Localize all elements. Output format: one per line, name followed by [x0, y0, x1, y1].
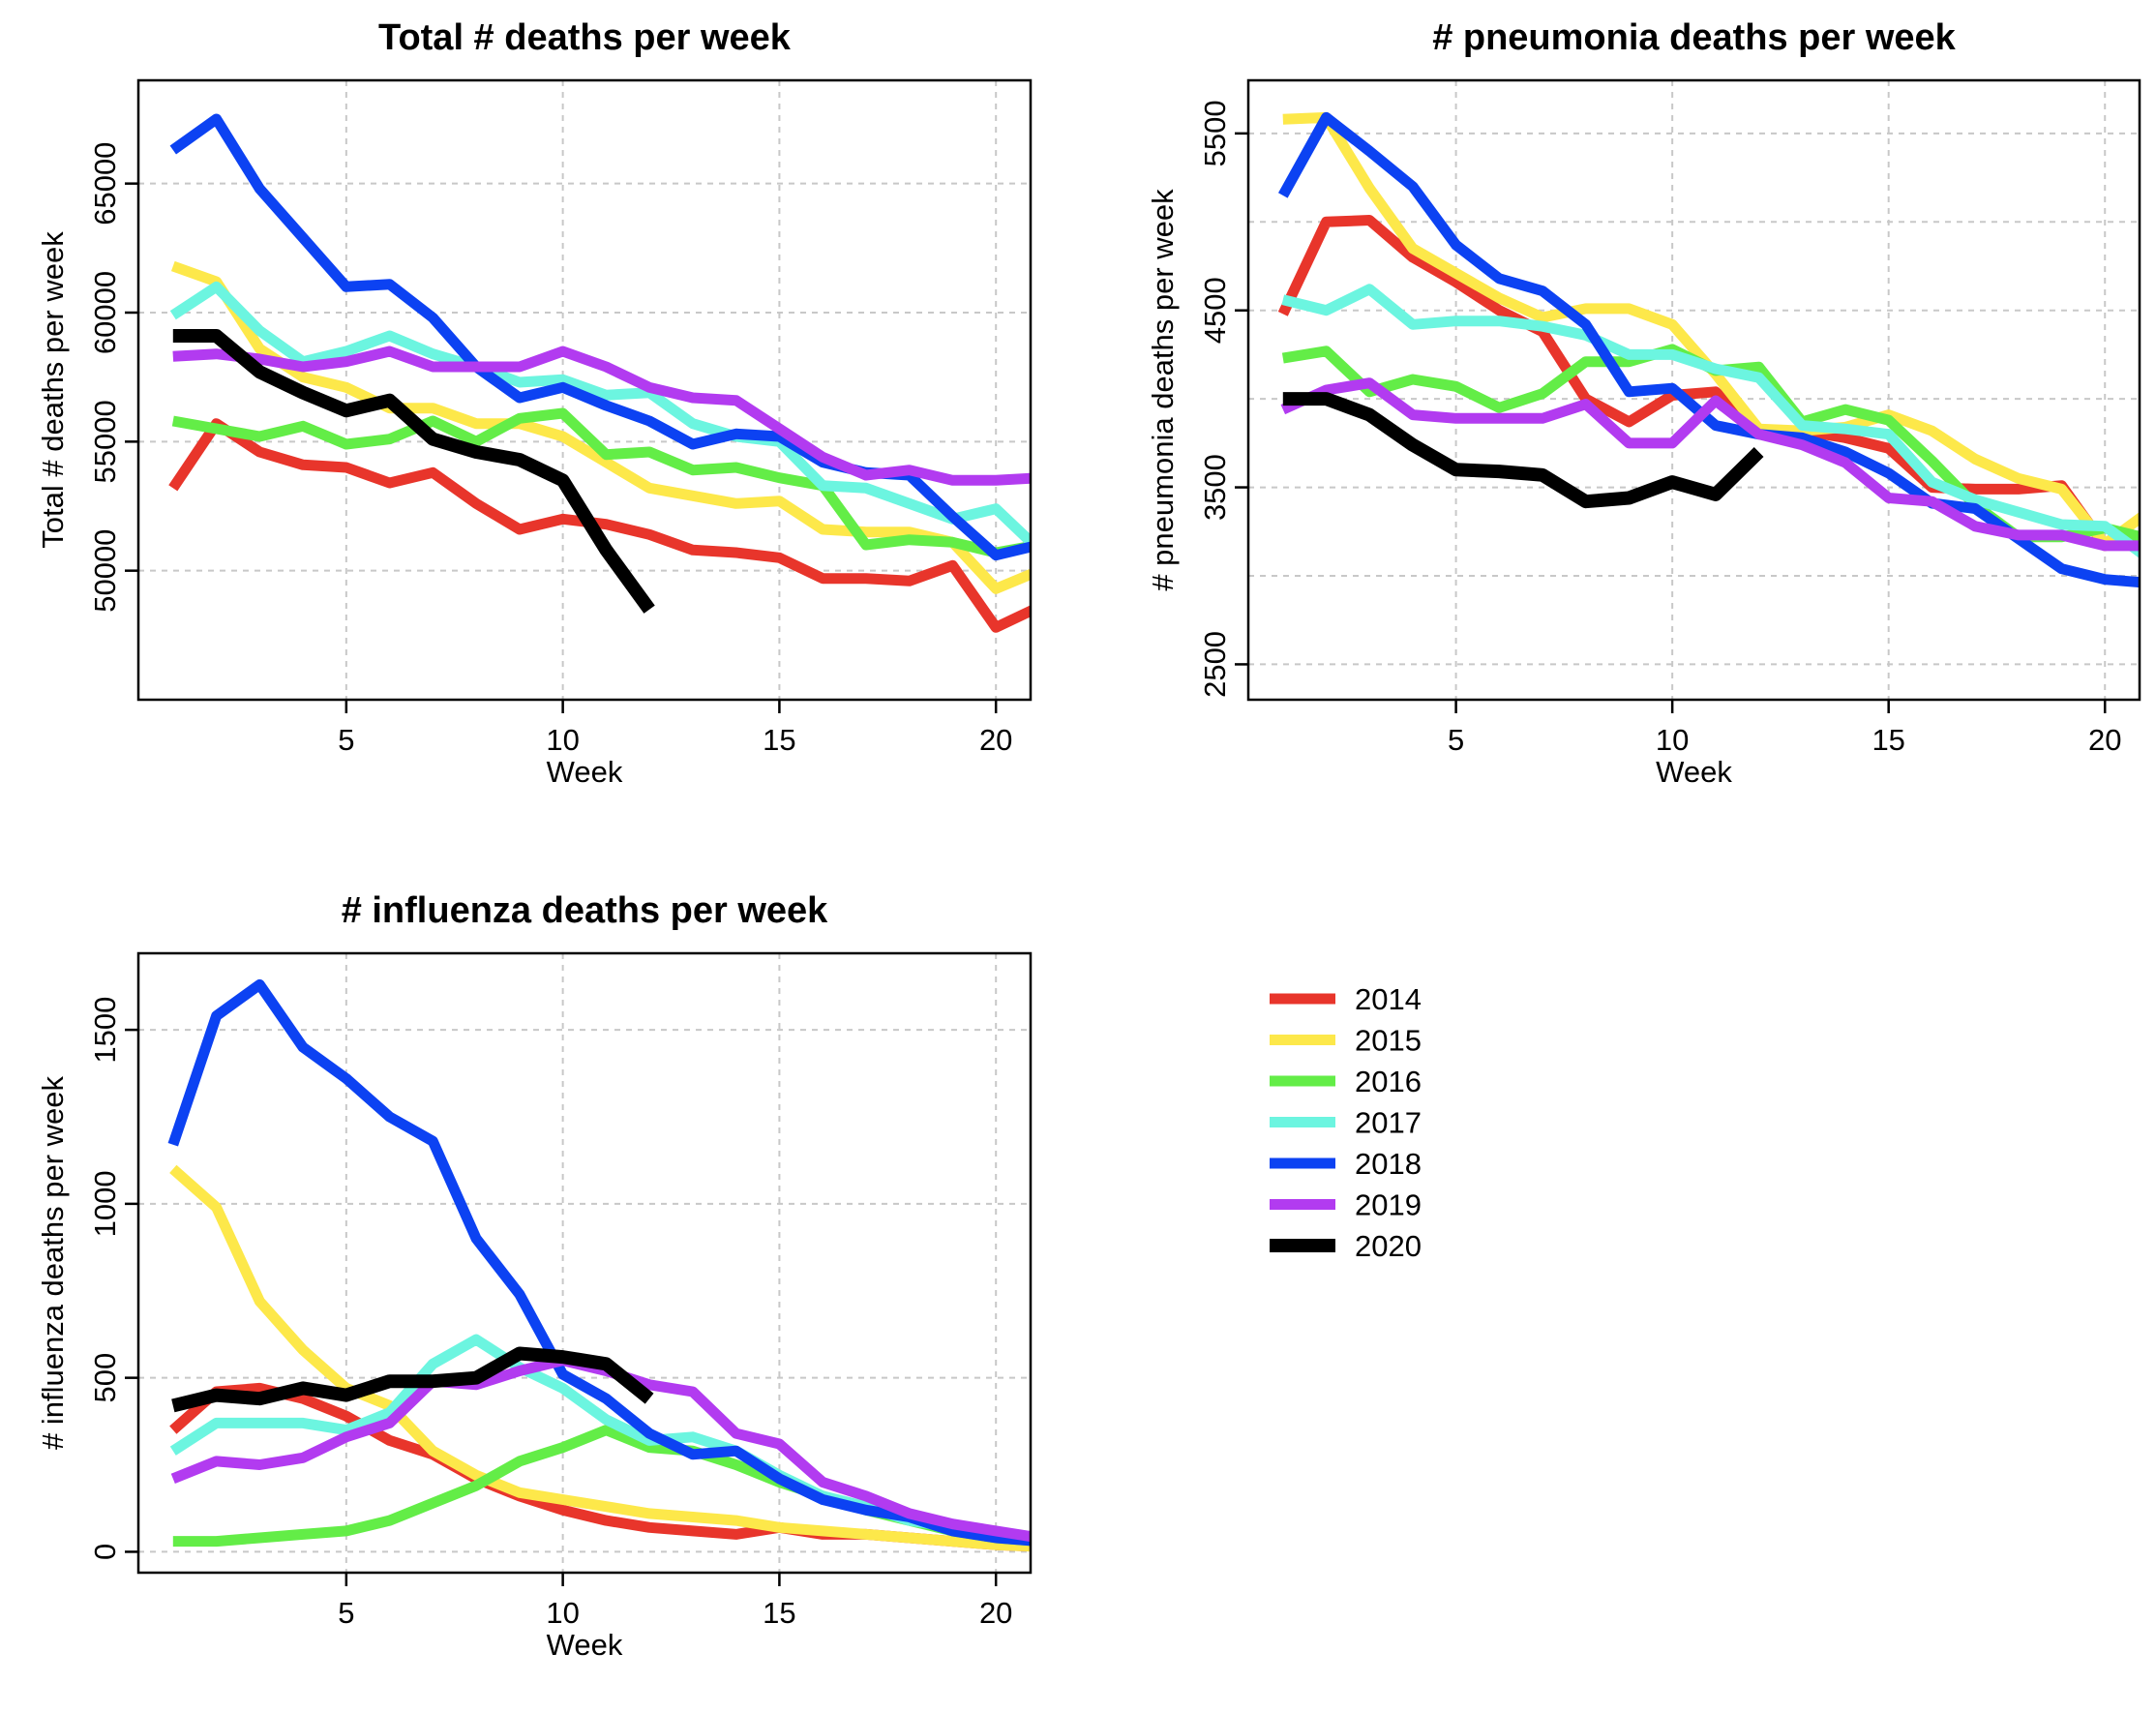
y-tick-label: 5500	[1198, 100, 1232, 166]
y-tick-label: 1500	[88, 997, 122, 1064]
grid	[138, 80, 1031, 700]
series-line-2016	[171, 407, 1031, 558]
series-line-2018	[167, 978, 1031, 1547]
legend-label-2020: 2020	[1355, 1229, 1422, 1263]
series-line-2014	[168, 418, 1031, 633]
x-axis-label: Week	[547, 1628, 623, 1662]
y-tick-label: 0	[88, 1544, 122, 1560]
x-tick-label: 15	[1872, 723, 1904, 757]
series-line-2020	[171, 1346, 654, 1413]
x-tick-label: 20	[2088, 723, 2121, 757]
legend-label-2019: 2019	[1355, 1188, 1422, 1222]
x-tick-label: 20	[979, 723, 1012, 757]
series-group	[167, 978, 1031, 1552]
x-tick-label: 10	[1656, 723, 1689, 757]
x-axis-label: Week	[1656, 755, 1732, 789]
y-tick-label: 1000	[88, 1170, 122, 1237]
legend-label-2015: 2015	[1355, 1024, 1422, 1058]
series-line-2015	[170, 260, 1031, 594]
plot-frame	[1246, 78, 2141, 702]
panel-total-deaths: 5 10 15 20 50000 55000 60000 65000 Total # death…	[36, 17, 1033, 789]
panel-pneumonia-deaths: 5 10 15 20 2500 3500 4500 5500 # pneumonia death…	[1146, 17, 2141, 789]
series-line-2019	[1280, 377, 2140, 552]
panel-influenza-deaths: 5 10 15 20 0 500 1000 1500 # influenza deaths pe…	[36, 890, 1033, 1662]
series-line-2014	[1277, 215, 2140, 552]
legend-label-2014: 2014	[1355, 982, 1422, 1016]
legend: 2014 2015 2016 2017 2018 2019 2020	[1270, 982, 1422, 1263]
y-tick-label: 500	[88, 1353, 122, 1403]
series-line-2017	[1281, 284, 2140, 558]
plot-frame	[136, 951, 1033, 1575]
series-line-2020	[1282, 392, 1764, 509]
series-line-2020	[172, 329, 655, 614]
y-tick-label: 4500	[1198, 277, 1232, 344]
x-tick-label: 15	[763, 1596, 795, 1630]
x-tick-label: 10	[546, 723, 579, 757]
x-tick-label: 10	[546, 1596, 579, 1630]
chart-title: Total # deaths per week	[378, 17, 792, 58]
x-axis-label: Week	[547, 755, 623, 789]
y-tick-label: 55000	[88, 400, 122, 483]
y-tick-label: 65000	[88, 142, 122, 225]
plot-frame	[136, 78, 1033, 702]
series-group	[1277, 111, 2140, 588]
legend-label-2017: 2017	[1355, 1106, 1422, 1140]
y-tick-label: 60000	[88, 271, 122, 354]
y-axis-label: # pneumonia deaths per week	[1146, 189, 1180, 591]
chart-title: # pneumonia deaths per week	[1432, 17, 1956, 58]
series-line-2017	[169, 281, 1031, 550]
y-axis-label: # influenza deaths per week	[36, 1075, 70, 1450]
y-tick-label: 2500	[1198, 631, 1232, 698]
chart-title: # influenza deaths per week	[342, 890, 828, 931]
y-tick-label: 50000	[88, 529, 122, 613]
x-tick-label: 5	[338, 723, 354, 757]
x-tick-label: 5	[1448, 723, 1464, 757]
x-tick-label: 15	[763, 723, 795, 757]
y-axis-label: Total # deaths per week	[36, 231, 70, 549]
grid	[138, 953, 1031, 1573]
series-line-2019	[172, 346, 1031, 486]
series-group	[168, 113, 1031, 633]
series-line-2015	[169, 1164, 1031, 1552]
x-tick-label: 20	[979, 1596, 1012, 1630]
y-tick-label: 3500	[1198, 454, 1232, 521]
x-tick-label: 5	[338, 1596, 354, 1630]
legend-label-2018: 2018	[1355, 1147, 1422, 1181]
legend-label-2016: 2016	[1355, 1065, 1422, 1098]
